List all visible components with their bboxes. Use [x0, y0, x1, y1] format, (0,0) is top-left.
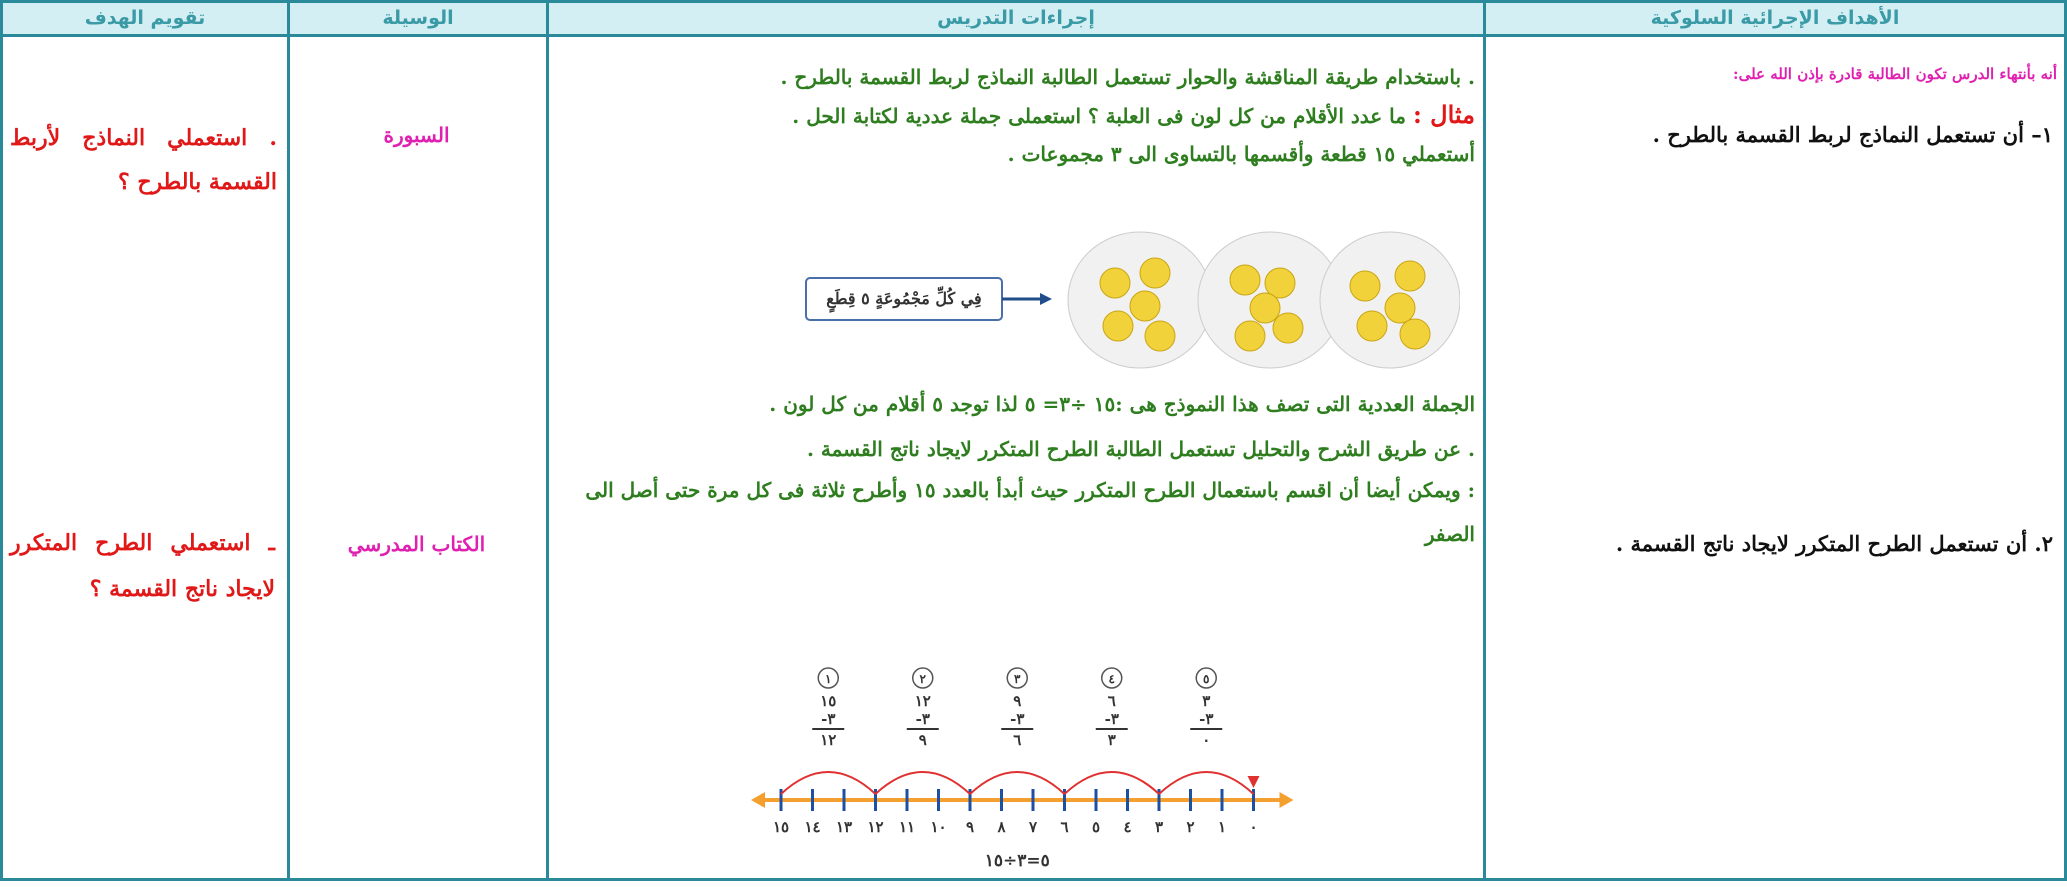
step-minuend: ١٢	[915, 692, 931, 710]
tick-label: ٩	[966, 818, 974, 836]
step-subtrahend: ٣-	[1199, 710, 1213, 728]
header-cell: الوسيلة	[287, 0, 549, 37]
evaluation-item: ـ استعملي الطرح المتكرر لايجاد ناتج القس…	[10, 530, 275, 602]
arrow-head	[1279, 792, 1294, 808]
step-circle	[1195, 667, 1217, 689]
step-number: ٢	[920, 672, 927, 686]
number-line-figure: ١٥ ١٤ ١٣ ١٢ ١١ ١٠ ٩ ٨ ٧ ٦ ٥ ٤ ٣ ٢ ١ ٠١١٥٣-١٢٢١٢٣-٩٣٩٣-٦…	[751, 667, 1294, 871]
tick-label: ٦	[1060, 818, 1068, 836]
step-circle	[912, 667, 934, 689]
step-subtrahend: ٣-	[1105, 710, 1119, 728]
step-circle	[817, 667, 839, 689]
end-marker	[1247, 776, 1260, 788]
jump-arc	[780, 771, 877, 795]
header-cell: إجراءات التدريس	[546, 0, 1486, 37]
step-number: ٣	[1014, 672, 1021, 686]
plate	[1067, 231, 1213, 369]
step-circle	[1006, 667, 1028, 689]
jump-arc	[1158, 771, 1255, 795]
tick-label: ٨	[996, 818, 1006, 836]
tick-label: ١٣	[836, 818, 852, 836]
step-minuend: ١٥	[820, 692, 836, 710]
tool-item: السبورة	[383, 123, 450, 147]
step-minuend: ٦	[1108, 692, 1116, 710]
evaluation-item: . استعملي النماذج لأربط القسمة بالطرح ؟	[10, 125, 277, 195]
example-label: مثال :	[1412, 100, 1475, 129]
tick-label: ٧	[1028, 818, 1038, 836]
step-number: ١	[825, 672, 831, 686]
procedure-example: مثال : ما عدد الأقلام من كل لون فى العلب…	[560, 96, 1475, 135]
tick-label: ١٥	[773, 818, 789, 836]
step-minuend: ٩	[1013, 692, 1021, 710]
tick-label: ٥	[1092, 818, 1100, 836]
equation: ٥=٣÷١٥	[985, 851, 1050, 871]
procedure-text: . باستخدام طريقة المناقشة والحوار تستعمل…	[780, 65, 1475, 89]
step-number: ٤	[1109, 672, 1115, 686]
tick-label: ٤	[1123, 818, 1131, 836]
tool-item: الكتاب المدرسي	[347, 532, 486, 556]
step-result: ١٢	[820, 731, 836, 749]
step-subtrahend: ٣-	[821, 710, 835, 728]
jump-arc	[1063, 771, 1160, 795]
procedure-text: الجملة العددية التى تصف هذا النموذج هى :…	[769, 392, 1475, 416]
tick-label: ١٠	[930, 818, 946, 836]
plate	[1319, 231, 1460, 369]
arrow-head	[1040, 293, 1052, 305]
step-result: ٠	[1202, 731, 1210, 749]
plates-figure: فِي كُلِّ مَجْمُوعَةٍ ٥ قِطَعٍ	[805, 231, 1460, 369]
step-result: ٦	[1013, 731, 1021, 749]
jump-arc	[969, 771, 1066, 795]
header-cell: تقويم الهدف	[0, 0, 290, 37]
jump-arc	[874, 771, 971, 795]
tick-label: ١١	[899, 818, 915, 836]
step-result: ٩	[919, 731, 927, 749]
step-subtrahend: ٣-	[916, 710, 930, 728]
step-result: ٣	[1108, 731, 1116, 749]
step-minuend: ٣	[1202, 692, 1210, 710]
procedures-top: . باستخدام طريقة المناقشة والحوار تستعمل…	[560, 58, 1475, 173]
example-text: ما عدد الأقلام من كل لون فى العلبة ؟ است…	[792, 104, 1406, 128]
objective-item: ١– أن تستعمل النماذج لربط القسمة بالطرح …	[1652, 122, 2053, 147]
objective-item: ٢. أن تستعمل الطرح المتكرر لايجاد ناتج ا…	[1615, 531, 2053, 556]
procedure-text: . عن طريق الشرح والتحليل تستعمل الطالبة …	[806, 437, 1475, 461]
tick-label: ١٢	[867, 818, 883, 836]
step-subtrahend: ٣-	[1010, 710, 1024, 728]
arrow-head	[751, 792, 765, 808]
tick-label: ٢	[1186, 818, 1194, 836]
tick-label: ٠	[1249, 818, 1257, 836]
procedure-text: : ويمكن أيضا أن اقسم باستعمال الطرح المت…	[585, 478, 1475, 546]
tick-label: ١	[1218, 818, 1226, 836]
objectives-intro: أنه بأنتهاء الدرس تكون الطالبة قادرة بإذ…	[1733, 65, 2057, 83]
step-number: ٥	[1203, 672, 1209, 686]
step-circle	[1101, 667, 1123, 689]
plate	[1197, 231, 1343, 369]
tick-label: ١٤	[804, 818, 820, 836]
procedures-bottom: الجملة العددية التى تصف هذا النموذج هى :…	[560, 378, 1475, 556]
header-cell: الأهداف الإجرائية السلوكية	[1483, 0, 2067, 37]
tick-label: ٣	[1155, 818, 1163, 836]
procedure-text: أستعملي ١٥ قطعة وأقسمها بالتساوى الى ٣ م…	[1007, 142, 1475, 166]
